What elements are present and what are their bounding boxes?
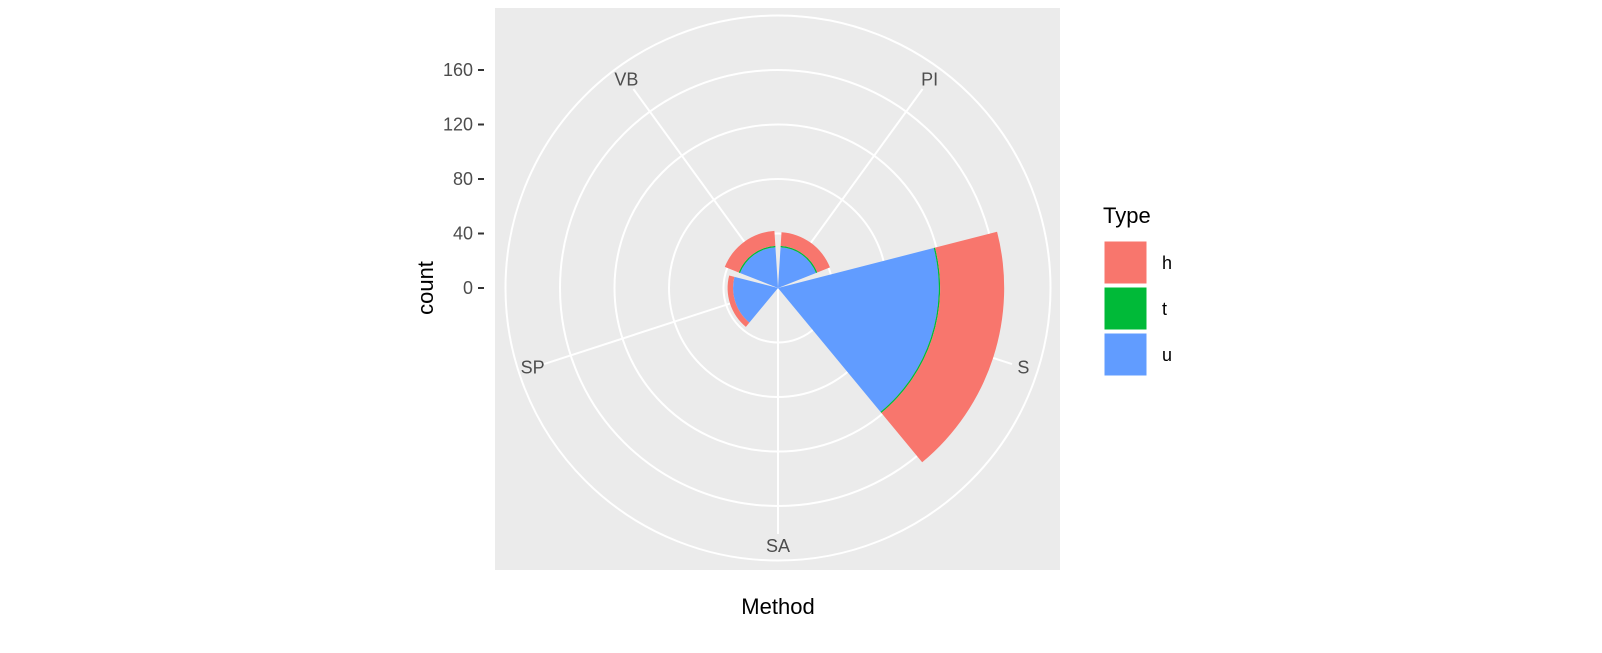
legend-label-u: u: [1162, 345, 1172, 365]
legend-label-t: t: [1162, 299, 1167, 319]
y-tick-label: 160: [443, 60, 473, 80]
bar-S-h: [881, 231, 1005, 463]
legend-label-h: h: [1162, 253, 1172, 273]
legend-key-t: [1103, 286, 1148, 331]
theta-label-SP: SP: [521, 358, 545, 378]
y-tick-label: 80: [453, 169, 473, 189]
theta-label-PI: PI: [921, 69, 938, 89]
bar-VB-u: [739, 247, 778, 288]
bar-S-u: [778, 248, 939, 412]
bar-PI-u: [778, 247, 817, 288]
bar-VB-h: [724, 230, 776, 273]
bar-SP-h: [727, 275, 750, 327]
y-tick-label: 120: [443, 115, 473, 135]
theta-label-SA: SA: [766, 536, 790, 556]
legend-key-h: [1103, 240, 1148, 285]
legend-key-u: [1103, 332, 1148, 377]
bar-PI-h: [780, 232, 830, 273]
bar-SP-u: [733, 276, 778, 323]
legend-title: Type: [1103, 203, 1151, 228]
x-axis-title: Method: [741, 594, 814, 619]
grid-circle-outer: [504, 14, 1052, 562]
y-tick-label: 40: [453, 224, 473, 244]
theta-label-S: S: [1017, 358, 1029, 378]
y-axis-title: count: [413, 261, 438, 315]
y-tick-label: 0: [463, 278, 473, 298]
bar-S-t: [880, 247, 941, 413]
theta-label-VB: VB: [614, 69, 638, 89]
